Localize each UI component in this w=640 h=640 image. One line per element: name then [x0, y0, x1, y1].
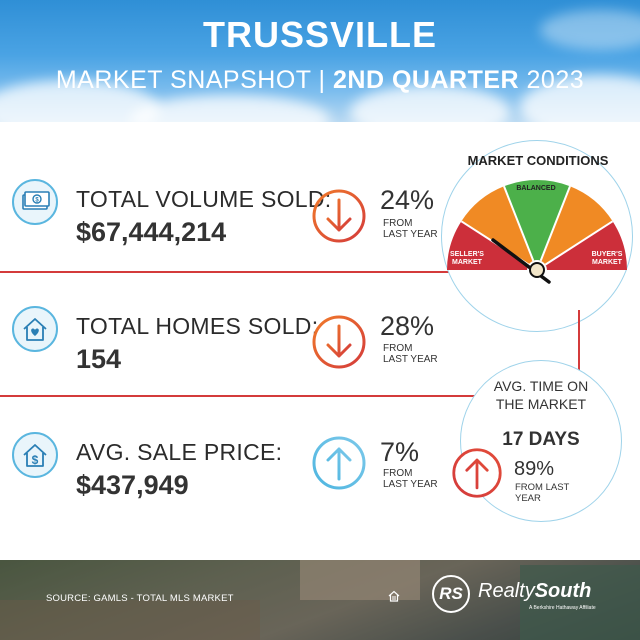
change-note-line: FROM [383, 343, 413, 354]
time-label-line: THE MARKET [495, 396, 587, 412]
up-arrow-icon [452, 448, 502, 498]
brand-name: RealtySouth [478, 580, 591, 603]
gauge-segment-sellers-lean [461, 186, 534, 265]
up-arrow-icon [312, 436, 366, 490]
change-note-line: FROM LAST [515, 482, 570, 493]
avg-sale-price-value: $437,949 [76, 470, 189, 500]
house-dollar-icon: $ [12, 432, 58, 478]
gauge-segment-buyers [545, 221, 627, 270]
total-volume-value: $67,444,214 [76, 217, 227, 247]
subtitle-quarter: 2ND QUARTER [333, 66, 520, 94]
street-shape [0, 600, 260, 640]
header-banner: TRUSSVILLE MARKET SNAPSHOT | 2ND QUARTER… [0, 0, 640, 122]
subtitle-prefix: MARKET SNAPSHOT | [55, 66, 333, 94]
down-arrow-icon [312, 315, 366, 369]
volume-change-note: FROM LAST YEAR [383, 218, 438, 240]
total-homes-value: 154 [76, 344, 122, 374]
gauge-segment-sellers [447, 221, 529, 270]
connector-line [578, 310, 580, 397]
source-note: SOURCE: GAMLS - TOTAL MLS MARKET [46, 593, 234, 604]
subtitle-year: 2023 [519, 66, 585, 94]
gauge-hub [529, 262, 545, 278]
price-change-note: FROM LAST YEAR [383, 468, 438, 490]
cash-icon: $ [12, 179, 58, 225]
gauge-label-line: SELLER'S [450, 251, 484, 258]
time-on-market-value: 17 DAYS [502, 429, 580, 450]
homes-change-percent: 28% [380, 311, 435, 341]
time-label-line: AVG. TIME ON [493, 378, 589, 394]
gauge-label-sellers: SELLER'S MARKET [444, 251, 490, 267]
page-subtitle: MARKET SNAPSHOT | 2ND QUARTER 2023 [0, 66, 640, 95]
homes-change-note: FROM LAST YEAR [383, 343, 438, 365]
brand-name-part: South [534, 580, 592, 602]
building-shape [300, 560, 420, 600]
change-note-line: LAST YEAR [383, 229, 438, 240]
gauge-label-line: MARKET [592, 259, 622, 266]
volume-change-percent: 24% [380, 185, 435, 215]
page-title: TRUSSVILLE [202, 14, 437, 55]
realtysouth-logo: RS [432, 575, 470, 613]
total-volume-label: TOTAL VOLUME SOLD: [76, 186, 332, 212]
time-change-percent: 89% [514, 458, 555, 480]
gauge-label-line: MARKET [452, 259, 482, 266]
cloud-decoration [130, 95, 330, 122]
stadium-shape [520, 565, 640, 640]
down-arrow-icon [312, 189, 366, 243]
house-heart-icon [12, 306, 58, 352]
equal-housing-icon [388, 590, 400, 602]
time-on-market-label: AVG. TIME ON THE MARKET [465, 377, 617, 413]
change-note-line: YEAR [515, 493, 541, 504]
change-note-line: LAST YEAR [383, 479, 438, 490]
change-note-line: LAST YEAR [383, 354, 438, 365]
row-divider [0, 395, 580, 397]
brand-tagline: A Berkshire Hathaway Affiliate [529, 605, 596, 611]
cloud-decoration [350, 85, 510, 122]
svg-text:$: $ [32, 453, 39, 467]
change-note-line: FROM [383, 218, 413, 229]
avg-sale-price-label: AVG. SALE PRICE: [76, 439, 283, 465]
row-divider [0, 271, 510, 273]
total-homes-label: TOTAL HOMES SOLD: [76, 313, 319, 339]
svg-text:$: $ [35, 198, 39, 204]
price-change-percent: 7% [380, 437, 420, 467]
market-conditions-title: MARKET CONDITIONS [467, 153, 609, 168]
gauge-label-buyers: BUYER'S MARKET [584, 251, 630, 267]
footer-banner: SOURCE: GAMLS - TOTAL MLS MARKET RS Real… [0, 560, 640, 640]
change-note-line: FROM [383, 468, 413, 479]
gauge-label-balanced: BALANCED [516, 185, 556, 192]
market-gauge [447, 180, 627, 284]
brand-name-part: Realty [478, 580, 535, 602]
gauge-segment-balanced [504, 180, 570, 261]
time-change-note: FROM LAST YEAR [515, 482, 569, 504]
cloud-decoration [540, 10, 640, 50]
gauge-label-line: BUYER'S [591, 251, 623, 258]
gauge-segment-buyers-lean [540, 186, 613, 265]
